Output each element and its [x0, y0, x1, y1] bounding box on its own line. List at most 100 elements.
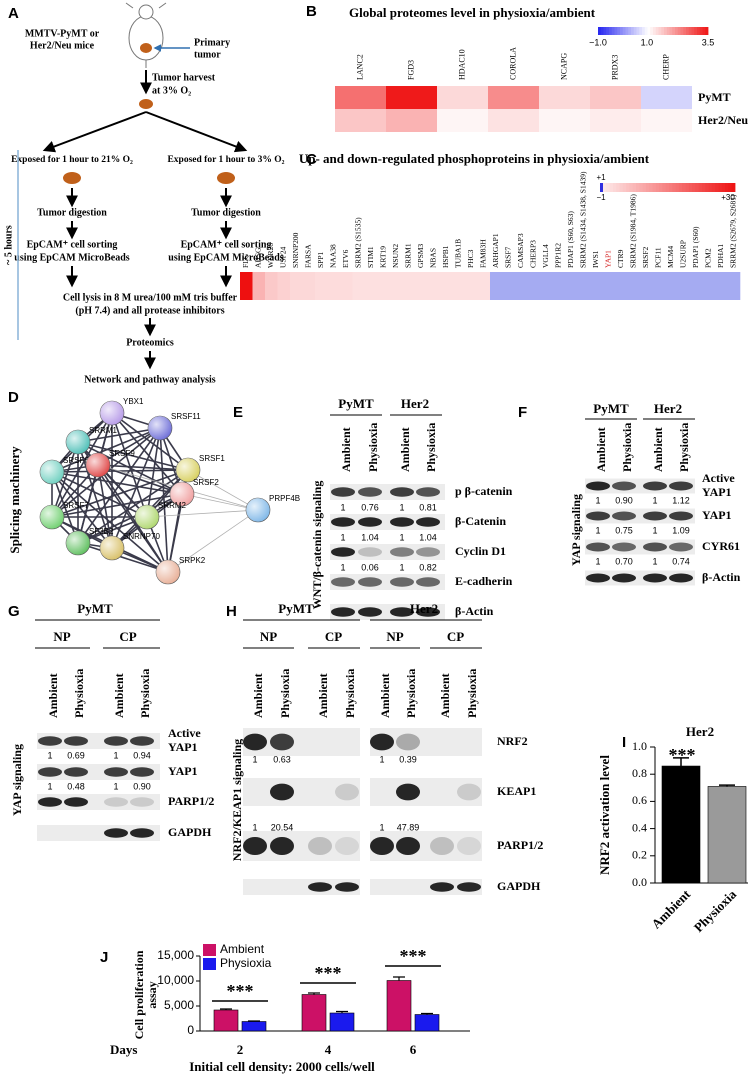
colorbar-step — [603, 183, 607, 192]
node-shine — [66, 531, 90, 555]
quant-value: 0.74 — [672, 556, 690, 566]
colorbar-step — [694, 27, 698, 35]
x-tick-label: 4 — [325, 1042, 332, 1057]
node-label: SRPK2 — [179, 556, 206, 565]
column-label: PRDX3 — [610, 55, 619, 80]
tumor-icon — [140, 43, 152, 53]
blot-band — [335, 882, 359, 892]
label: Tumor digestion — [191, 207, 261, 218]
colorbar-step — [683, 27, 687, 35]
colorbar-step — [603, 27, 607, 35]
node-shine — [40, 460, 64, 484]
node-label: SRSF7 — [63, 501, 89, 510]
label: Splicing machinery — [7, 446, 22, 554]
heat-cell — [565, 272, 578, 300]
label: ~ 5 hours — [3, 225, 14, 265]
heat-cell — [352, 272, 366, 300]
network-edge — [51, 441, 79, 518]
heat-cell — [641, 109, 692, 132]
tumor-icon — [63, 172, 81, 184]
blot-band — [104, 767, 128, 777]
heat-cell — [577, 272, 591, 300]
lane-label: Ambient — [651, 427, 665, 472]
colorbar-step — [614, 27, 618, 35]
blot-band — [64, 767, 88, 777]
y-tick-label: 10,000 — [157, 973, 194, 987]
label: NP — [53, 629, 70, 644]
colorbar-step — [619, 183, 624, 192]
colorbar-step — [664, 27, 668, 35]
colorbar-step — [702, 27, 706, 35]
label: using EpCAM MicroBeads — [168, 252, 283, 263]
column-label: USP24 — [278, 246, 287, 268]
colorbar-step — [626, 183, 630, 192]
blot-band — [416, 547, 440, 557]
colorbar-step — [631, 27, 635, 35]
mouse — [125, 2, 167, 68]
network-edge — [51, 469, 189, 518]
y-tick-label: 0.2 — [632, 848, 647, 862]
heat-cell — [490, 272, 503, 300]
column-label: CTR9 — [616, 249, 625, 268]
blot-band — [270, 733, 294, 751]
colorbar-step — [688, 183, 693, 192]
blot-band — [430, 837, 454, 855]
quant-value: 1 — [595, 495, 600, 505]
column-label: SNRNP200 — [291, 232, 300, 268]
node-label: SRSF9 — [109, 449, 135, 458]
blot-band — [643, 542, 667, 552]
column-label: U2SURP — [678, 240, 687, 268]
colorbar-step — [672, 27, 676, 35]
colorbar-step — [669, 27, 673, 35]
heat-cell — [386, 86, 437, 109]
network-edge — [77, 469, 189, 544]
lane-label: Ambient — [378, 673, 392, 718]
colorbar-step — [669, 183, 673, 192]
lane-label: Physioxia — [278, 669, 292, 718]
blot-band — [358, 577, 382, 587]
network-edge — [111, 412, 148, 518]
colorbar-step — [708, 183, 713, 192]
column-label: FLG — [241, 253, 250, 268]
blot-background — [585, 508, 695, 524]
colorbar-step — [705, 27, 709, 35]
label: YAP signaling — [569, 494, 583, 566]
network-edge — [146, 509, 259, 518]
y-axis-label: NRF2 activation level — [597, 755, 612, 875]
column-label: NAA38 — [328, 244, 337, 268]
blot-band — [358, 607, 382, 617]
colorbar-step — [650, 27, 654, 35]
bar — [213, 1009, 239, 1032]
quant-value: 1 — [652, 556, 657, 566]
heat-cell — [540, 272, 553, 300]
heat-cell — [488, 86, 539, 109]
blot-background — [243, 778, 360, 806]
node-shine — [100, 536, 124, 560]
network-edge — [167, 509, 259, 573]
heat-cell — [590, 272, 603, 300]
error-bar — [393, 976, 405, 981]
heat-cell — [652, 272, 666, 300]
node-shine — [148, 416, 172, 440]
blot-band — [643, 511, 667, 521]
label: PyMT — [593, 401, 629, 416]
y-tick-label: 0.4 — [632, 820, 647, 834]
label: Global proteomes level in physioxia/ambi… — [349, 5, 596, 20]
band-label: GAPDH — [168, 825, 212, 839]
heat-cell — [690, 272, 703, 300]
label: CP — [325, 629, 342, 644]
heat-cell — [240, 272, 253, 300]
blot-background — [37, 825, 160, 841]
blot-band — [331, 577, 355, 587]
colorbar-step — [645, 183, 650, 192]
colorbar-step — [642, 27, 646, 35]
label: Tumor harvest — [152, 72, 216, 83]
quant-value: 1 — [595, 556, 600, 566]
heat-cell — [290, 272, 303, 300]
band-label: β-Actin — [455, 604, 494, 618]
blot-background — [370, 879, 482, 895]
error-bar — [719, 784, 735, 787]
blot-band — [390, 577, 414, 587]
colorbar-label: −1.0 — [589, 37, 607, 47]
heat-cell — [327, 272, 341, 300]
